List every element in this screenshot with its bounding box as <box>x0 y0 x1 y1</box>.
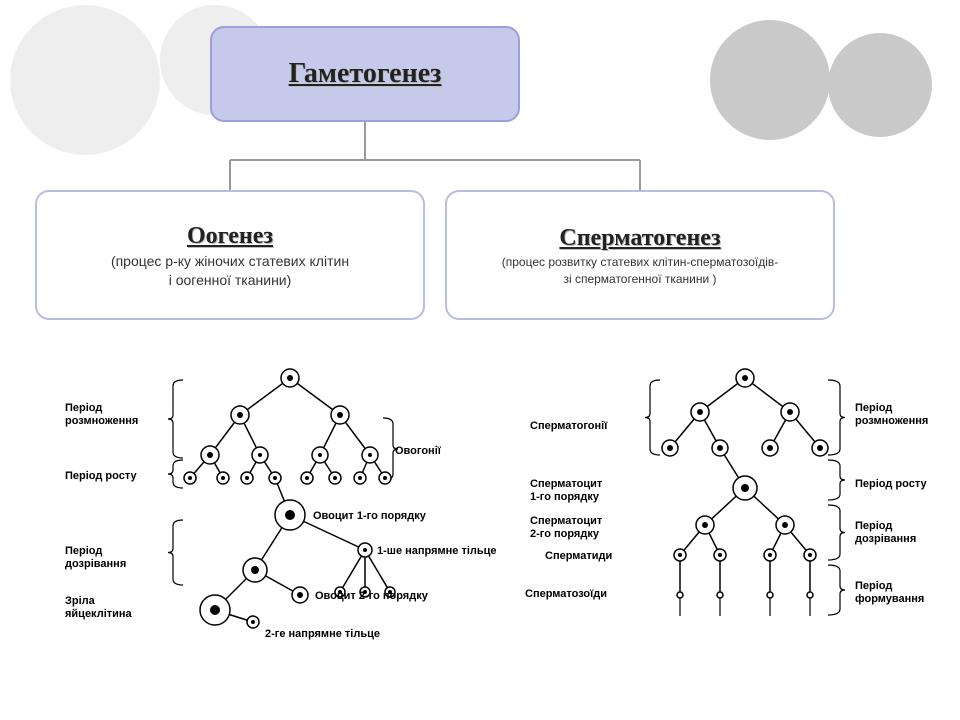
oogenesis-sub2: і оогенної тканини) <box>45 272 415 288</box>
child-node-oogenesis: Оогенез (процес р-ку жіночих статевих кл… <box>35 190 425 320</box>
tree-label: Період росту <box>65 470 137 483</box>
root-node-gametogenesis: Гаметогенез <box>210 26 520 122</box>
tree-label: Період дозрівання <box>65 545 126 570</box>
tree-label: Період дозрівання <box>855 520 916 545</box>
spermatogenesis-title: Сперматогенез <box>455 225 825 252</box>
tree-label: Сперматозоїди <box>525 588 607 601</box>
tree-label: Сперматиди <box>545 550 612 563</box>
tree-label: Період розмноження <box>65 402 138 427</box>
tree-label: Період формування <box>855 580 924 605</box>
tree-label: Зріла яйцеклітина <box>65 595 132 620</box>
tree-label: 1-ше напрямне тільце <box>377 545 497 558</box>
oogenesis-title: Оогенез <box>45 223 415 250</box>
spermatogenesis-sub2: зі сперматогенної тканини ) <box>455 272 825 286</box>
tree-label: 2-ге напрямне тільце <box>265 628 380 641</box>
tree-label: Період розмноження <box>855 402 928 427</box>
tree-label: Овоцит 2-го порядку <box>315 590 428 603</box>
tree-label: Сперматогонії <box>530 420 607 433</box>
bg-circle <box>10 5 160 155</box>
spermatogenesis-sub1: (процес розвитку статевих клітин-спермат… <box>455 255 825 269</box>
tree-label: Сперматоцит 2-го порядку <box>530 515 602 540</box>
bg-circle <box>710 20 830 140</box>
tree-label: Овогонії <box>395 445 441 458</box>
tree-label: Сперматоцит 1-го порядку <box>530 478 602 503</box>
tree-label: Період росту <box>855 478 927 491</box>
child-node-spermatogenesis: Сперматогенез (процес розвитку статевих … <box>445 190 835 320</box>
tree-label: Овоцит 1-го порядку <box>313 510 426 523</box>
root-title: Гаметогенез <box>212 58 518 90</box>
oogenesis-sub1: (процес р-ку жіночих статевих клітин <box>45 253 415 269</box>
bg-circle <box>828 33 932 137</box>
